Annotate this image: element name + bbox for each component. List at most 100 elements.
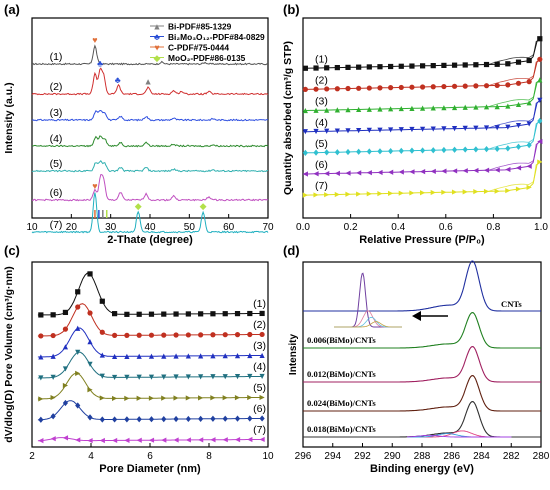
iso-point [419,190,426,196]
panel-label-a: (a) [4,2,20,17]
pore-point [50,332,56,339]
xrd-series-line [31,44,269,66]
pore-point [198,311,204,317]
xrd-x-tick-label: 10 [26,222,38,233]
iso-hysteresis [488,101,539,129]
pore-point [185,332,191,338]
xrd-series-line [31,67,269,96]
xps-series-label: 0.012(BiMo)/CNTs [307,369,376,379]
pore-point [75,349,81,356]
xps-x-tick-label: 292 [354,451,371,462]
iso-point [302,192,308,198]
iso-series-label: (5) [315,138,328,150]
pore-point [87,310,93,316]
pore-point [161,415,167,423]
xrd-peak-marker-heart: ♥ [92,181,97,191]
pore-point [173,374,179,380]
xps-x-tick-label: 284 [473,451,490,462]
iso-point [526,100,532,106]
pore-point [198,415,204,422]
xrd-y-axis-title: Intensity (a.u.) [3,82,15,153]
pore-point [247,310,253,317]
pore-point [136,353,142,359]
pore-point [222,374,228,380]
iso-point [334,191,340,198]
iso-point [419,63,426,69]
xrd-legend-label: Bi₂Mo₃O₁₂-PDF#84-0829 [168,32,265,42]
iso-point [515,101,522,108]
xps-x-tick-label: 282 [503,451,520,462]
pore-series-label: (6) [253,403,266,415]
iso-point [505,124,511,130]
iso-point [388,63,394,70]
xps-x-tick-label: 290 [384,451,401,462]
pore-point [161,332,167,338]
xrd-legend-label: Bi-PDF#85-1329 [168,22,232,32]
pore-point [198,395,204,401]
iso-point [313,65,319,71]
xrd-peak-marker-club: ♣ [115,75,121,85]
xps-inset-component [334,321,402,328]
pore-point [185,311,191,317]
xrd-peak-marker-club: ♣ [97,58,103,68]
pore-point [210,311,216,317]
iso-point [462,83,468,89]
iso-point [473,104,479,110]
pore-point [259,331,265,338]
pore-point [62,435,69,441]
pore-point [148,353,155,359]
pore-point [210,353,216,359]
iso-point [302,171,308,177]
pore-point [210,332,216,338]
pore-point [50,413,56,420]
xrd-series-line [31,174,269,202]
pore-point [222,395,228,401]
xrd-x-tick-label: 40 [144,222,156,233]
iso-point [494,104,500,110]
xps-series-line [303,312,541,349]
iso-point [526,163,532,169]
iso-x-axis-title: Relative Pressure (P/P₀) [359,234,485,246]
pore-point [99,329,105,335]
iso-point [483,188,490,195]
iso-point [515,80,522,86]
pore-point [185,395,191,401]
pore-point [148,416,155,423]
iso-point [377,169,383,176]
iso-point [505,103,511,109]
iso-point [313,128,319,135]
iso-point [430,105,436,111]
pore-point [112,374,118,381]
pore-point [148,311,155,317]
pore-point [50,312,56,318]
iso-point [324,170,330,177]
pore-point [75,402,81,409]
iso-point [334,170,340,176]
xrd-x-tick-label: 50 [184,222,196,233]
iso-point [313,86,319,92]
xps-y-axis-title: Intensity [288,334,299,376]
pore-point [222,437,228,443]
pore-point [222,353,228,359]
iso-point [526,79,532,85]
pore-point [173,353,179,359]
iso-point [345,148,351,156]
pore-point [210,395,216,401]
iso-point [419,84,426,90]
pore-series-line [37,400,263,421]
iso-point [526,121,532,127]
iso-point [441,105,447,111]
xrd-legend-club-icon: ♣ [154,32,160,42]
iso-point [494,125,500,131]
pore-point [234,374,241,380]
iso-point [494,167,500,173]
iso-point [462,104,468,110]
iso-point [419,126,426,132]
pore-series-label: (2) [253,319,266,331]
pore-point [259,394,265,401]
xrd-legend-diamond-icon: ◆ [154,53,161,63]
iso-point [441,126,447,132]
iso-point [324,107,330,113]
xrd-peak-marker-diamond: ◆ [135,201,142,211]
iso-point [356,85,362,91]
